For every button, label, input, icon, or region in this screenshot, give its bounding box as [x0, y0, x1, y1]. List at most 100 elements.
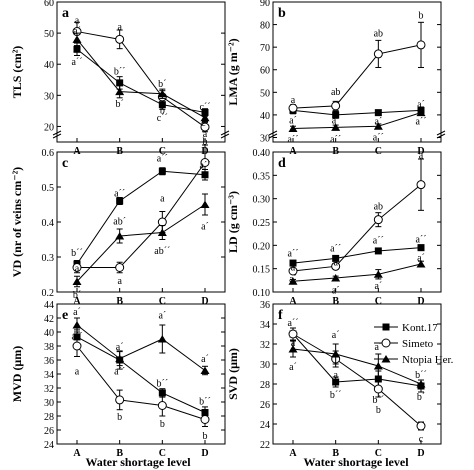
series-line-simeto [76, 345, 206, 420]
y-tick-label: 0.25 [253, 218, 271, 229]
significance-label: a´ [289, 362, 297, 373]
significance-label: a´´ [415, 117, 426, 128]
legend-label-simeto: Simeto [402, 338, 434, 350]
data-point-ntopia-her [373, 270, 383, 278]
series-line-kont-17 [292, 109, 422, 116]
data-point-simeto [373, 215, 383, 225]
axis-break-mark [268, 133, 278, 139]
y-tick-label: 32 [260, 340, 270, 351]
x-tick-label: A [73, 296, 81, 307]
series-line-simeto [292, 333, 422, 427]
significance-label: b´´ [156, 378, 168, 389]
significance-label: a [291, 262, 296, 273]
data-point-simeto [157, 401, 167, 410]
data-point-simeto [115, 395, 125, 405]
data-point-simeto [200, 122, 210, 132]
y-tick-label: 0.35 [253, 171, 271, 182]
data-point-simeto [373, 49, 383, 59]
data-point-kont-17 [73, 45, 81, 53]
significance-label: ab´ [113, 216, 126, 227]
significance-label: b´ [73, 290, 81, 301]
significance-label: a´ [158, 311, 166, 322]
panel-letter: b [278, 6, 286, 21]
y-tick-label: 40 [44, 328, 54, 339]
data-point-ntopia-her [115, 354, 125, 363]
data-point-ntopia-her [200, 113, 210, 122]
y-tick-label: 44 [44, 300, 54, 311]
significance-label: ab´´ [154, 246, 170, 257]
y-tick-label: 0.4 [42, 218, 55, 229]
significance-label: b [160, 419, 165, 430]
significance-label: a [333, 258, 338, 269]
data-point-ntopia-her [331, 123, 341, 131]
significance-label: a´´ [71, 57, 82, 68]
significance-label: b [376, 405, 381, 416]
legend-label-kont17: Kont.17 [402, 322, 438, 334]
plot-frame [272, 1, 442, 143]
y-tick-label: 0.6 [42, 148, 55, 159]
legend-marker-kont17 [382, 323, 390, 331]
x-tick-label: D [201, 448, 208, 459]
significance-label: c´´ [199, 102, 210, 113]
data-point-simeto [72, 263, 82, 272]
data-point-simeto [373, 384, 383, 394]
y-tick-label: 26 [260, 400, 270, 411]
axis-break-mark [52, 130, 62, 136]
x-tick-label: A [289, 296, 297, 307]
significance-label: b´ [158, 79, 166, 90]
y-tick-label: 0.30 [253, 195, 271, 206]
significance-label: a´ [374, 117, 382, 128]
y-tick-label: 30 [260, 360, 270, 371]
significance-label: b´´ [330, 390, 342, 401]
significance-label: b´´ [372, 395, 384, 406]
panel-letter: e [62, 308, 68, 323]
data-point-simeto [288, 329, 298, 339]
series-line-ntopia-her [76, 204, 206, 282]
data-point-kont-17 [332, 111, 340, 119]
data-point-kont-17 [374, 109, 382, 117]
axis-break-mark [436, 130, 446, 136]
significance-label: a´ [116, 342, 124, 353]
data-point-ntopia-her [288, 124, 298, 132]
legend: Kont.17 Simeto Ntopia Her. [372, 319, 472, 369]
data-point-ntopia-her [416, 260, 426, 268]
significance-label: a´´ [287, 318, 298, 329]
significance-label: a´´ [114, 188, 125, 199]
significance-label: b [160, 105, 165, 116]
data-point-ntopia-her [331, 274, 341, 282]
series-line-kont-17 [292, 333, 422, 387]
data-point-ntopia-her [416, 380, 426, 388]
x-tick-label: B [332, 296, 339, 307]
data-point-ntopia-her [115, 232, 125, 240]
data-point-kont-17 [374, 375, 382, 383]
y-axis-title: TLS (cm²) [10, 46, 24, 99]
legend-marker-ntopia [381, 355, 391, 363]
x-axis-title-left: Water shortage level [85, 455, 191, 469]
y-tick-label: 28 [260, 380, 270, 391]
series-line-ntopia-her [76, 39, 206, 119]
y-tick-label: 40 [44, 60, 54, 71]
axis-break-mark [52, 133, 62, 139]
y-tick-label: 42 [44, 314, 54, 325]
x-tick-label: C [159, 296, 166, 307]
x-tick-label: B [332, 448, 339, 459]
significance-label: b [203, 136, 208, 147]
data-point-kont-17 [201, 108, 209, 116]
y-tick-label: 0.3 [42, 253, 55, 264]
y-axis-title: MVD (μm) [10, 346, 24, 402]
significance-label: b´ [417, 392, 425, 403]
y-tick-label: 0.40 [253, 148, 271, 159]
data-point-ntopia-her [200, 366, 210, 374]
x-tick-label: A [73, 448, 81, 459]
y-tick-label: 30 [44, 398, 54, 409]
data-point-ntopia-her [157, 228, 167, 236]
panel-c: 0.2 0.3 0.4 0.5 0.6 A B C Dc VD (nr of veins cm⁻²… [10, 129, 226, 307]
significance-label: a´´ [287, 135, 298, 146]
significance-label: a [75, 367, 80, 378]
data-point-ntopia-her [373, 362, 383, 370]
data-point-ntopia-her [200, 200, 210, 208]
series-line-ntopia-her [292, 263, 422, 282]
significance-label: c´ [201, 118, 209, 129]
data-point-kont-17 [289, 259, 297, 267]
